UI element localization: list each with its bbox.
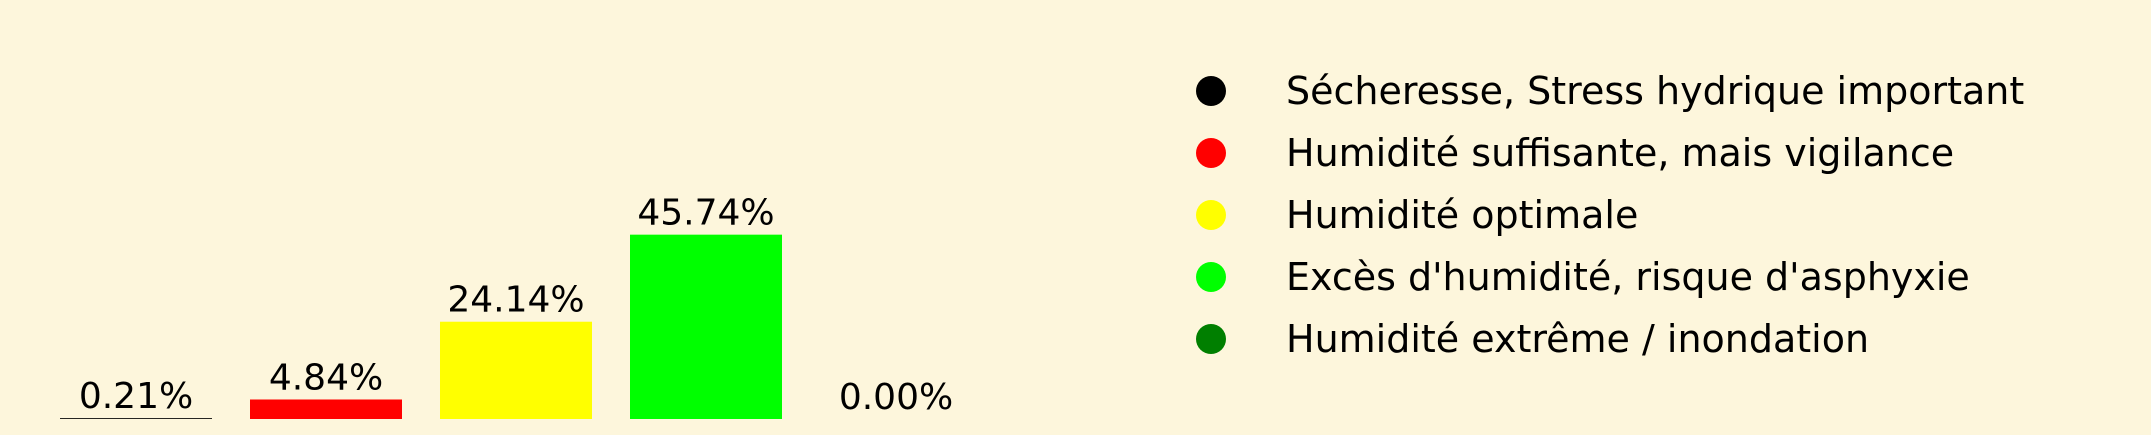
legend-label-5: Humidité extrême / inondation bbox=[1286, 317, 1869, 361]
bar-4 bbox=[630, 234, 782, 419]
bar-value-label-1: 0.21% bbox=[79, 376, 193, 417]
bars-group bbox=[60, 234, 782, 419]
bar-1 bbox=[60, 418, 212, 419]
bar-2 bbox=[250, 399, 402, 419]
legend-marker-4 bbox=[1196, 262, 1226, 292]
legend-label-2: Humidité suffisante, mais vigilance bbox=[1286, 131, 1954, 175]
legend-label-4: Excès d'humidité, risque d'asphyxie bbox=[1286, 255, 1970, 299]
legend-marker-2 bbox=[1196, 138, 1226, 168]
bar-value-label-2: 4.84% bbox=[269, 357, 383, 398]
bar-value-label-5: 0.00% bbox=[839, 377, 953, 418]
legend-marker-1 bbox=[1196, 76, 1226, 106]
legend-marker-5 bbox=[1196, 324, 1226, 354]
bar-value-label-3: 24.14% bbox=[447, 280, 584, 321]
legend-marker-3 bbox=[1196, 200, 1226, 230]
bar-3 bbox=[440, 321, 592, 419]
legend-label-3: Humidité optimale bbox=[1286, 193, 1638, 237]
legend-label-1: Sécheresse, Stress hydrique important bbox=[1286, 69, 2024, 113]
bar-value-labels: 0.21% 4.84% 24.14% 45.74% 0.00% bbox=[79, 193, 953, 418]
legend: Sécheresse, Stress hydrique important Hum… bbox=[1196, 69, 2024, 361]
bar-value-label-4: 45.74% bbox=[637, 193, 774, 234]
